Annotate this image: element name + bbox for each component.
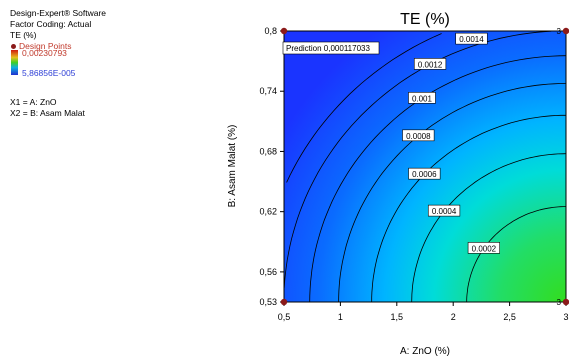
contour-label-text: 0.0008 <box>406 132 431 141</box>
plot-frame <box>283 30 567 303</box>
prediction-box-frame <box>282 41 380 55</box>
design-point-count: 3 <box>557 27 562 36</box>
x-axis-title: A: ZnO (%) <box>400 346 450 357</box>
y-tick-label: 0,62 <box>259 207 277 217</box>
contour-labels: 0.0002 0.0004 0.0006 0.0008 0.001 0.0012 0.001… <box>402 32 500 254</box>
y-tick-label: 0,74 <box>259 86 277 96</box>
design-point <box>280 298 288 306</box>
design-point <box>562 27 569 35</box>
design-points-label: Design Points <box>19 41 72 51</box>
info-panel: Design-Expert® Software Factor Coding: A… <box>10 8 106 52</box>
contour-label: 0.001 <box>408 92 436 104</box>
y-tick-label: 0,68 <box>259 146 277 156</box>
contour-label: 0.0014 <box>455 32 488 45</box>
contour-label: 0.0012 <box>413 58 447 70</box>
contour-label-text: 0.001 <box>412 94 433 103</box>
contour-line <box>411 153 567 303</box>
contour-label-box <box>408 167 441 180</box>
x-tick-label: 1 <box>338 312 343 322</box>
scale-low-label: 5,86856E-005 <box>22 68 76 78</box>
contour-line <box>466 206 566 302</box>
contour-label-box <box>402 129 435 142</box>
y-tick-label: 0,8 <box>264 26 277 36</box>
design-points: 33 <box>280 27 569 307</box>
y-tick-label: 0,53 <box>259 297 277 307</box>
contour-label-box <box>413 58 447 70</box>
x1-label: X1 = A: ZnO <box>10 97 57 107</box>
contour-label-box <box>467 242 500 254</box>
contour-label-text: 0.0012 <box>418 60 443 69</box>
contour-line <box>309 55 567 303</box>
contour-label: 0.0004 <box>427 204 461 217</box>
contour-label-text: 0.0014 <box>459 35 484 44</box>
response-label: TE (%) <box>10 30 37 40</box>
x2-label: X2 = B: Asam Malat <box>10 108 85 118</box>
contour-label-box <box>455 32 488 45</box>
contour-label-box <box>408 92 436 104</box>
contour-label-text: 0.0004 <box>432 207 457 216</box>
x-axis: 0,5 1 1,5 2 2,5 3 <box>278 302 569 322</box>
contour-line <box>338 83 566 303</box>
design-point-count: 3 <box>557 298 562 307</box>
y-axis-title: B: Asam Malat (%) <box>227 125 238 208</box>
coding-label: Factor Coding: Actual <box>10 19 92 29</box>
x-tick-label: 2 <box>451 312 456 322</box>
factor-info: X1 = A: ZnO X2 = B: Asam Malat <box>10 97 85 119</box>
scale-high-label: 0,00230793 <box>22 48 67 58</box>
contour-label: 0.0008 <box>402 129 435 142</box>
contour-label-box <box>427 204 461 217</box>
contour-line <box>286 33 442 183</box>
x-tick-label: 2,5 <box>503 312 516 322</box>
design-point-icon <box>11 44 16 50</box>
y-axis: 0,53 0,56 0,62 0,68 0,74 0,8 <box>259 26 284 307</box>
x-tick-label: 0,5 <box>278 312 291 322</box>
design-point <box>280 27 288 35</box>
plot-area <box>284 31 566 302</box>
contour-label: 0.0006 <box>408 167 441 180</box>
chart-title: TE (%) <box>400 11 450 28</box>
x-tick-label: 3 <box>563 312 568 322</box>
color-scale-bar <box>11 50 18 75</box>
software-label: Design-Expert® Software <box>10 8 107 18</box>
y-tick-label: 0,56 <box>259 267 277 277</box>
contour-label-text: 0.0006 <box>412 170 437 179</box>
x-tick-label: 1,5 <box>391 312 404 322</box>
design-point <box>562 298 569 306</box>
contour-label: 0.0002 <box>467 242 500 254</box>
prediction-box: Prediction 0,000117033 <box>282 41 380 55</box>
prediction-label: Prediction 0,000117033 <box>286 44 370 53</box>
contour-label-text: 0.0002 <box>472 244 497 253</box>
design-points-legend: Design Points <box>10 41 106 52</box>
